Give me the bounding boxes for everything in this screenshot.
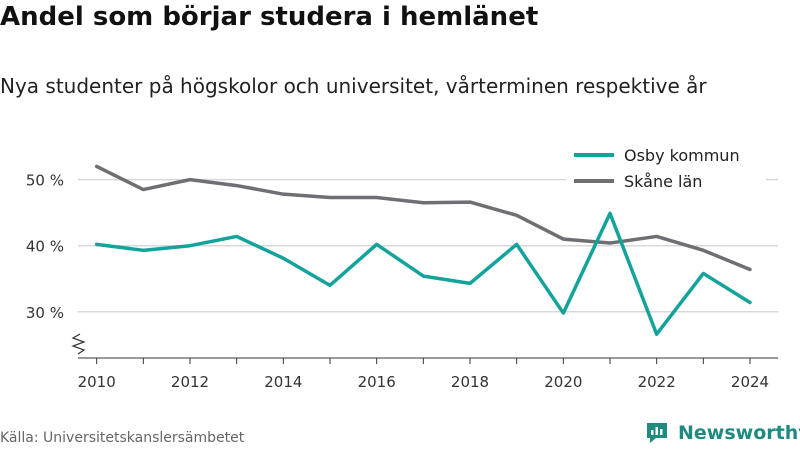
x-tick-label: 2012 (171, 373, 209, 391)
brand-name: Newsworthy (678, 422, 800, 444)
legend-item-osby: Osby kommun (574, 146, 740, 165)
chart-subtitle: Nya studenter på högskolor och universit… (0, 74, 707, 98)
series-lines (94, 164, 752, 336)
y-axis-ticks: 30 % 40 % 50 % (26, 172, 64, 322)
legend: Osby kommun Skåne län (566, 142, 766, 194)
y-tick-label: 40 % (26, 238, 64, 256)
x-axis-ticks: 2010 2012 2014 2016 2018 2020 2022 2024 (78, 358, 769, 391)
x-tick-label: 2020 (544, 373, 582, 391)
x-tick-label: 2010 (78, 373, 116, 391)
brand-logo[interactable]: Newsworthy (644, 420, 800, 446)
legend-label-osby: Osby kommun (624, 146, 740, 165)
legend-item-skane: Skåne län (574, 172, 702, 191)
x-tick-label: 2022 (638, 373, 676, 391)
x-tick-label: 2024 (731, 373, 769, 391)
newsworthy-logo-icon (647, 423, 667, 443)
y-tick-label: 50 % (26, 172, 64, 190)
legend-background (566, 142, 766, 194)
y-tick-label: 30 % (26, 304, 64, 322)
x-tick-label: 2016 (358, 373, 396, 391)
source-note: Källa: Universitetskanslersämbetet (0, 430, 245, 446)
series-line-skane (94, 164, 752, 272)
axis-break-icon (71, 333, 86, 355)
legend-label-skane: Skåne län (624, 172, 702, 191)
x-tick-label: 2018 (451, 373, 489, 391)
series-line-osby (94, 211, 752, 336)
x-tick-label: 2014 (264, 373, 302, 391)
chart-title: Andel som börjar studera i hemlänet (0, 2, 539, 32)
